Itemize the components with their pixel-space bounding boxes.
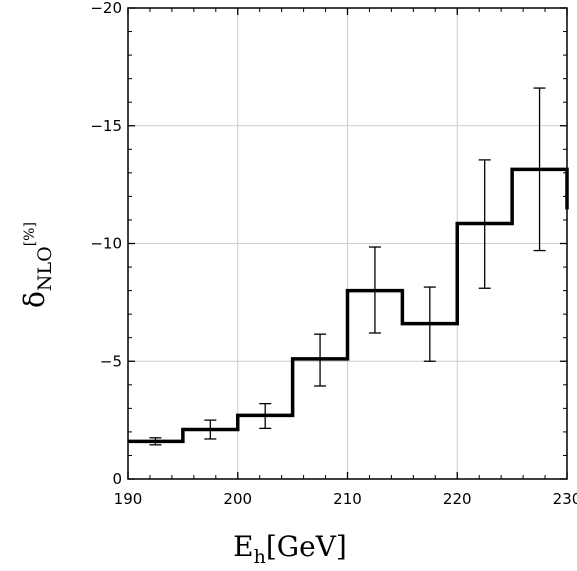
x-tick-labels: 190 200 210 220 230: [114, 490, 577, 508]
grid-lines: [128, 8, 567, 479]
x-tick-label: 200: [223, 490, 252, 508]
step-line-series: [128, 167, 569, 444]
axis-ticks: [127, 7, 568, 480]
x-tick-label: 210: [333, 490, 362, 508]
x-tick-label: 190: [114, 490, 143, 508]
y-axis-label: δNLO[%]: [18, 222, 56, 308]
y-tick-label: −20: [90, 0, 122, 17]
y-tick-label: 0: [112, 470, 122, 488]
y-tick-labels: 0 −5 −10 −15 −20: [90, 0, 122, 488]
x-tick-label: 230: [553, 490, 577, 508]
y-tick-label: −15: [90, 117, 122, 135]
y-tick-label: −10: [90, 235, 122, 253]
x-tick-label: 220: [443, 490, 472, 508]
x-axis-label: Eh[GeV]: [233, 530, 347, 568]
y-tick-label: −5: [100, 352, 122, 370]
